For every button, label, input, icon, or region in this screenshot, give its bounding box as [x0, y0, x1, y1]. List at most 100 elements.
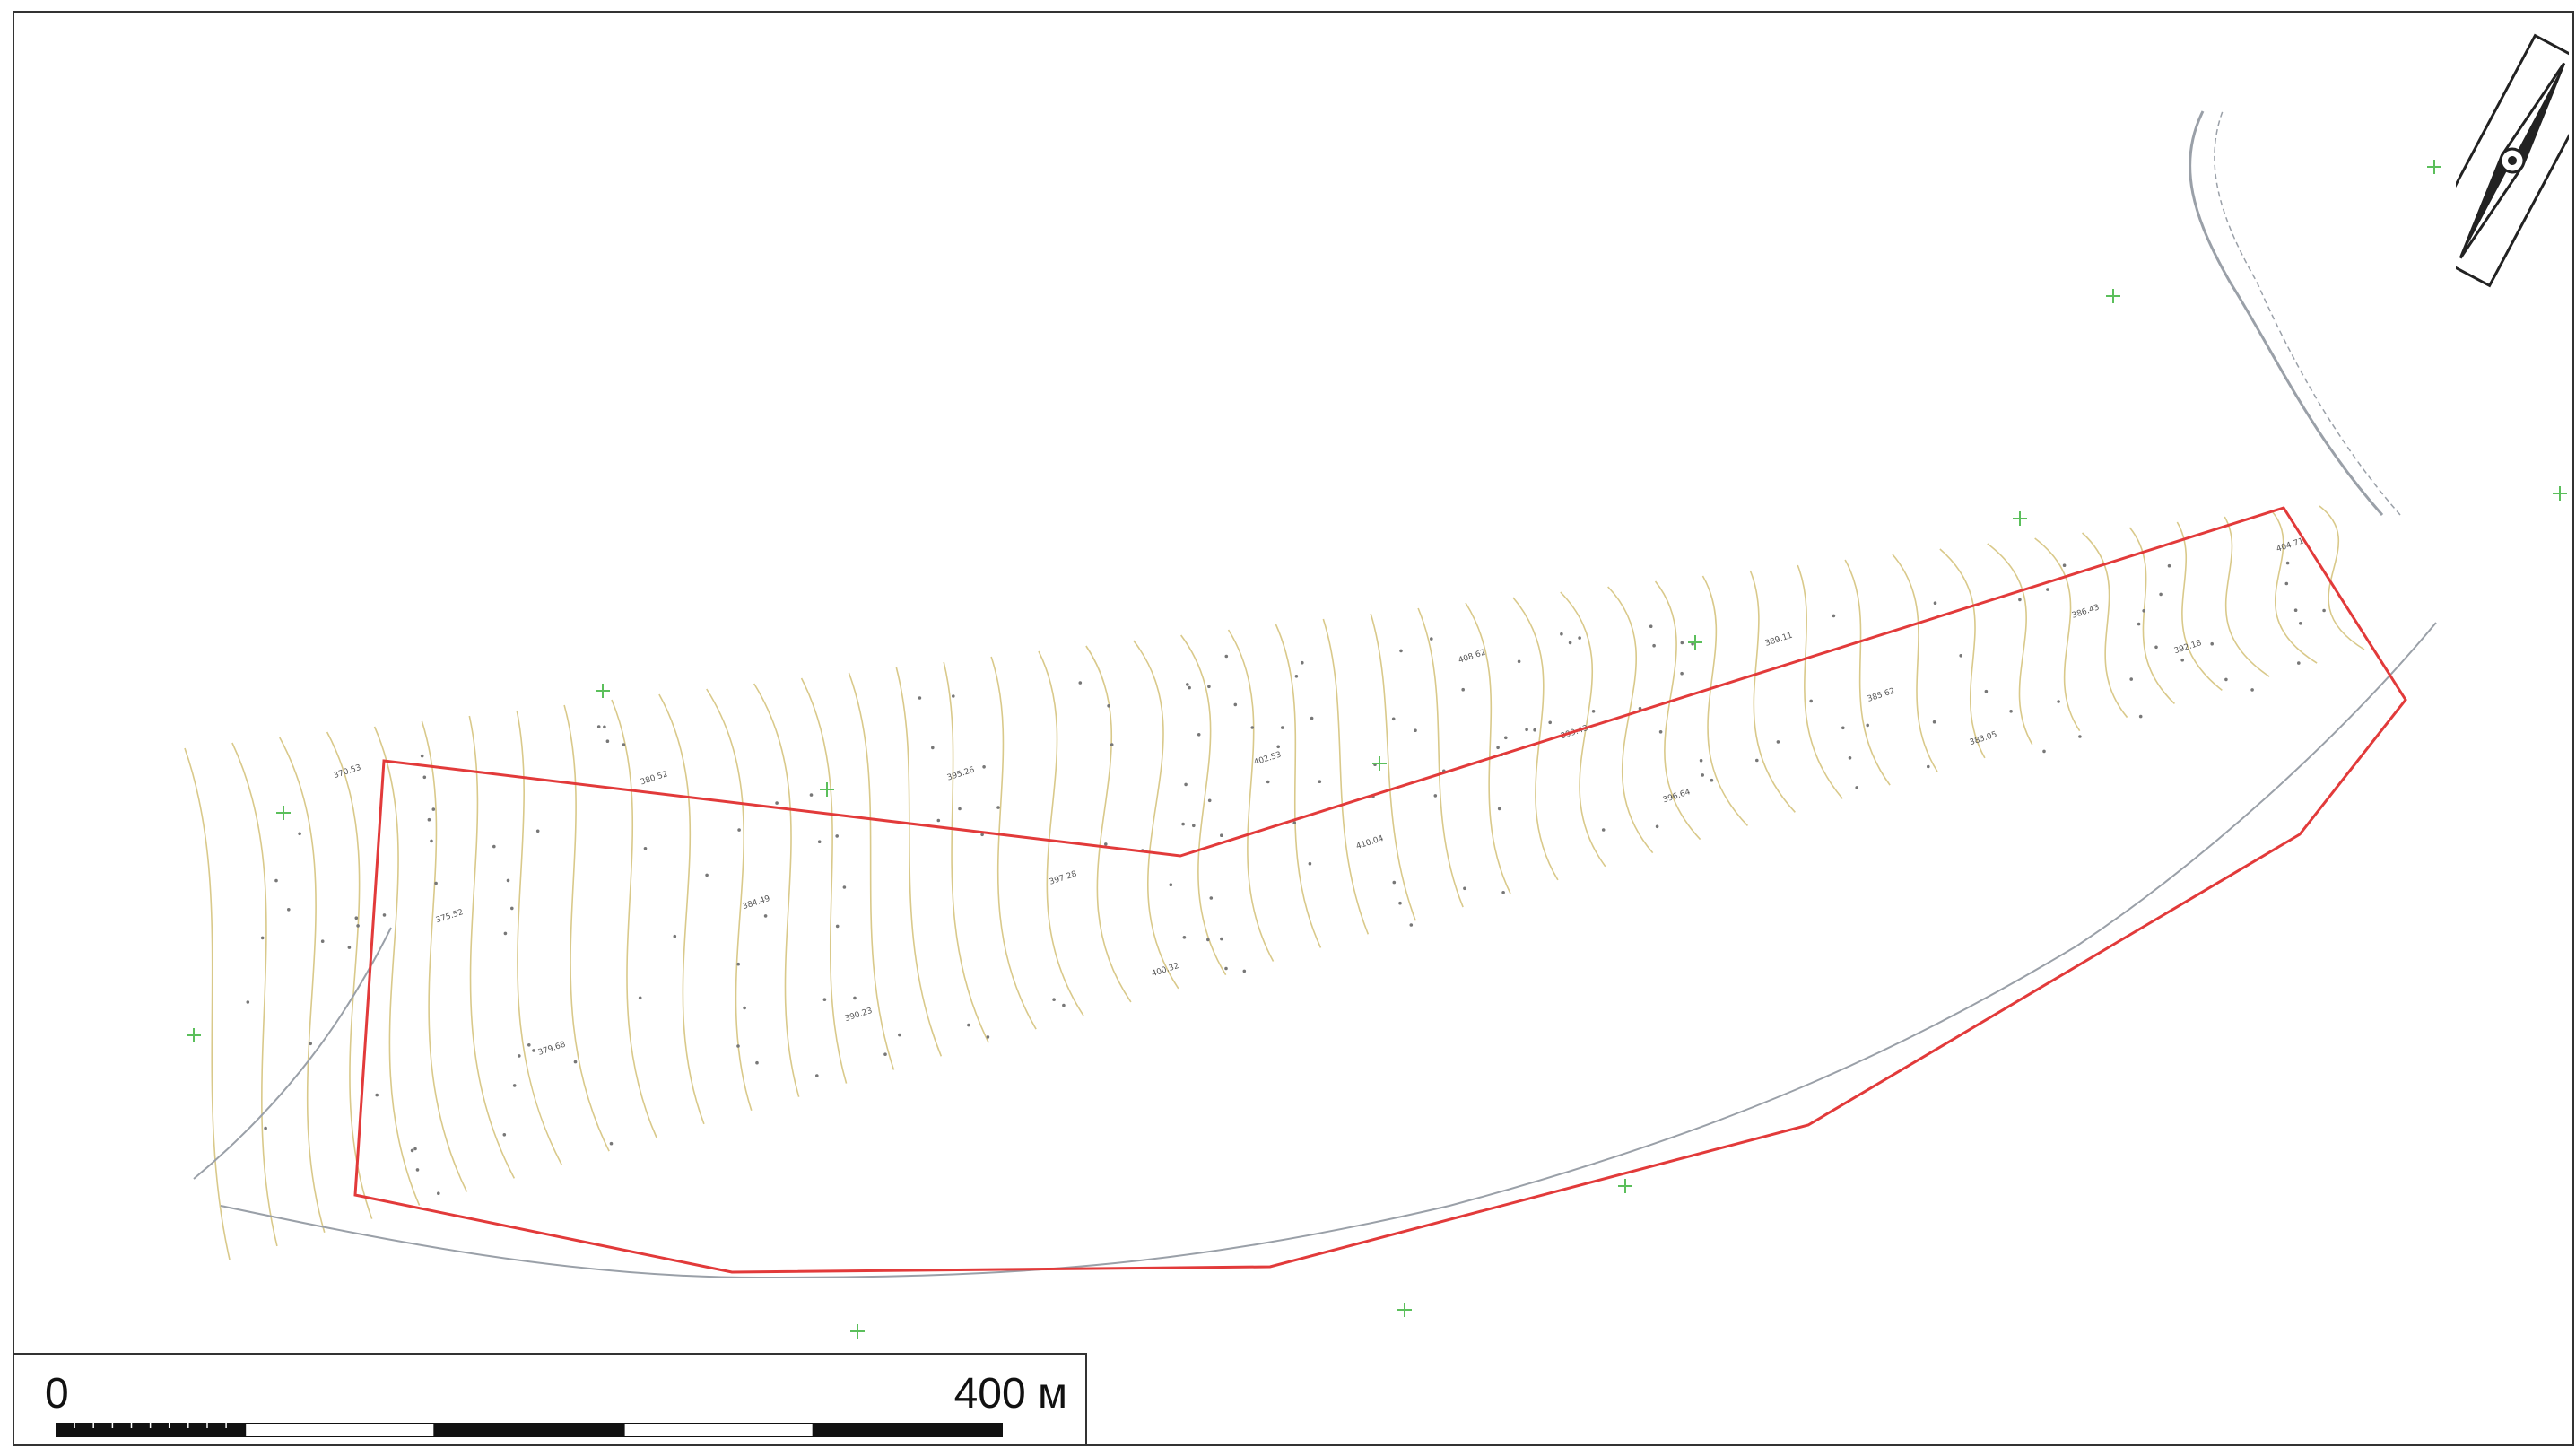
survey-point: [1560, 632, 1563, 636]
road-north-edge: [2214, 110, 2401, 516]
survey-point: [1701, 773, 1704, 777]
scale-segment: [244, 1423, 436, 1437]
survey-point: [437, 1191, 440, 1195]
survey-point: [287, 908, 291, 912]
elevation-label: 389.11: [1764, 632, 1794, 649]
survey-point: [1984, 689, 1989, 693]
contour-line: [658, 693, 705, 1125]
contour-line: [895, 667, 943, 1057]
survey-point: [1207, 798, 1212, 803]
survey-point: [430, 839, 433, 843]
survey-point: [1310, 716, 1314, 720]
road-lines: [193, 110, 2437, 1279]
survey-point: [1430, 637, 1433, 641]
survey-point: [1184, 782, 1188, 787]
survey-point: [1294, 675, 1299, 678]
survey-point: [2284, 581, 2289, 586]
contour-line: [1749, 570, 1796, 813]
survey-point: [1242, 969, 1247, 973]
elevation-label: 392.18: [2173, 639, 2203, 656]
survey-point: [986, 1035, 990, 1039]
contour-line: [1180, 634, 1227, 976]
survey-point: [512, 1084, 517, 1087]
survey-point: [822, 998, 827, 1001]
topographic-map: 370.53 375.52 379.68 380.52 384.49 390.23 395.…: [184, 110, 2567, 1339]
elevation-label: 385.62: [1867, 687, 1896, 704]
survey-point: [1496, 746, 1500, 750]
contour-line: [2224, 516, 2270, 677]
survey-point: [410, 1148, 414, 1153]
survey-point: [596, 725, 601, 728]
survey-point: [1517, 659, 1521, 664]
contour-line: [326, 731, 373, 1219]
elevation-label: 397.28: [1049, 869, 1078, 886]
control-point-marker: [596, 684, 610, 698]
survey-point: [2042, 749, 2046, 754]
survey-point: [736, 1044, 740, 1048]
contour-line: [943, 661, 989, 1043]
survey-point: [415, 1168, 420, 1172]
survey-point: [1548, 720, 1552, 725]
road-west: [193, 927, 392, 1180]
survey-point: [1414, 728, 1417, 732]
road-south: [220, 622, 2437, 1279]
survey-point: [1399, 649, 1403, 653]
survey-point: [1680, 641, 1684, 645]
control-point-marker: [1397, 1303, 1412, 1317]
survey-point: [1107, 704, 1110, 708]
survey-point: [1181, 822, 1185, 826]
contour-line: [1370, 613, 1416, 921]
survey-point: [980, 833, 984, 837]
elevation-label: 379.68: [537, 1041, 567, 1058]
elevation-label: 383.05: [1969, 730, 1998, 747]
survey-point: [1591, 710, 1596, 713]
survey-point: [817, 840, 822, 843]
survey-point: [1848, 756, 1852, 760]
survey-point: [2046, 588, 2049, 591]
survey-point: [898, 1033, 901, 1037]
survey-point: [1392, 880, 1397, 885]
survey-point: [1308, 861, 1312, 866]
scale-end-label: 400 м: [953, 1370, 1067, 1417]
survey-point: [1433, 794, 1438, 798]
elevation-labels: 370.53 375.52 379.68 380.52 384.49 390.23 395.…: [333, 537, 2305, 1058]
survey-point: [1078, 681, 1083, 685]
survey-point: [527, 1043, 531, 1047]
survey-point: [1250, 726, 1255, 729]
survey-point: [492, 844, 496, 849]
survey-point: [264, 1126, 267, 1130]
survey-point: [1601, 828, 1606, 832]
scale-segment: [812, 1423, 1003, 1437]
survey-point: [1533, 728, 1536, 732]
survey-point: [2293, 608, 2298, 612]
survey-point: [2159, 592, 2163, 597]
survey-point: [1182, 936, 1187, 939]
survey-point: [609, 1141, 614, 1146]
survey-point: [1276, 745, 1280, 749]
survey-point: [506, 878, 510, 883]
elevation-label: 404.71: [2276, 537, 2305, 554]
contour-line: [1939, 548, 1986, 759]
map-frame: 370.53 375.52 379.68 380.52 384.49 390.23 395.…: [13, 11, 2574, 1446]
contour-line: [279, 737, 326, 1234]
survey-point: [354, 916, 359, 920]
survey-point: [1318, 780, 1322, 783]
survey-point: [1188, 685, 1191, 690]
survey-point: [743, 1006, 746, 1010]
survey-point: [2297, 661, 2301, 665]
elevation-label: 396.64: [1662, 788, 1692, 805]
survey-point: [1220, 937, 1223, 941]
survey-point: [763, 914, 768, 918]
elevation-label: 386.43: [2071, 604, 2101, 621]
survey-point: [1292, 821, 1296, 824]
survey-point: [320, 939, 325, 943]
survey-point: [510, 906, 514, 911]
contour-line: [2176, 521, 2223, 691]
survey-point: [413, 1147, 417, 1151]
survey-point: [1266, 780, 1270, 784]
survey-point: [1841, 726, 1845, 730]
contour-line: [373, 726, 421, 1206]
survey-point: [1207, 685, 1211, 689]
survey-point: [1233, 702, 1238, 707]
survey-point: [1301, 660, 1304, 665]
